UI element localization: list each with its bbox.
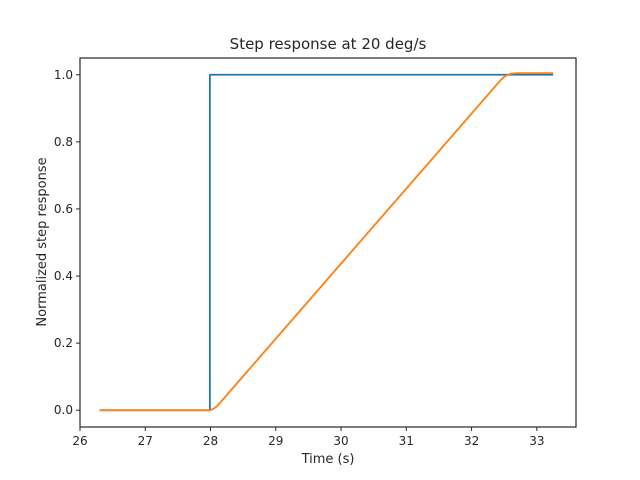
- x-tick-label: 29: [268, 434, 283, 448]
- x-tick-label: 31: [399, 434, 414, 448]
- y-tick-label: 0.0: [54, 403, 73, 417]
- plot-series: [99, 72, 554, 412]
- y-axis-label: Normalized step response: [35, 157, 50, 326]
- y-tick-label: 1.0: [54, 68, 73, 82]
- y-axis-ticks: 0.0 0.2 0.4 0.6 0.8 1.0: [54, 68, 80, 417]
- x-tick-label: 26: [72, 434, 87, 448]
- x-axis-ticks: 26 27 28 29 30 31 32 33: [72, 427, 544, 448]
- x-tick-label: 33: [529, 434, 544, 448]
- x-axis-label: Time (s): [301, 452, 355, 467]
- y-tick-label: 0.6: [54, 202, 73, 216]
- y-tick-label: 0.8: [54, 135, 73, 149]
- y-tick-label: 0.2: [54, 336, 73, 350]
- chart-title: Step response at 20 deg/s: [230, 35, 427, 53]
- series-line-2: [99, 72, 554, 412]
- x-tick-label: 27: [138, 434, 153, 448]
- x-tick-label: 30: [333, 434, 348, 448]
- plot-frame: [79, 57, 577, 428]
- x-tick-label: 32: [464, 434, 479, 448]
- x-tick-label: 28: [203, 434, 218, 448]
- y-tick-label: 0.4: [54, 269, 73, 283]
